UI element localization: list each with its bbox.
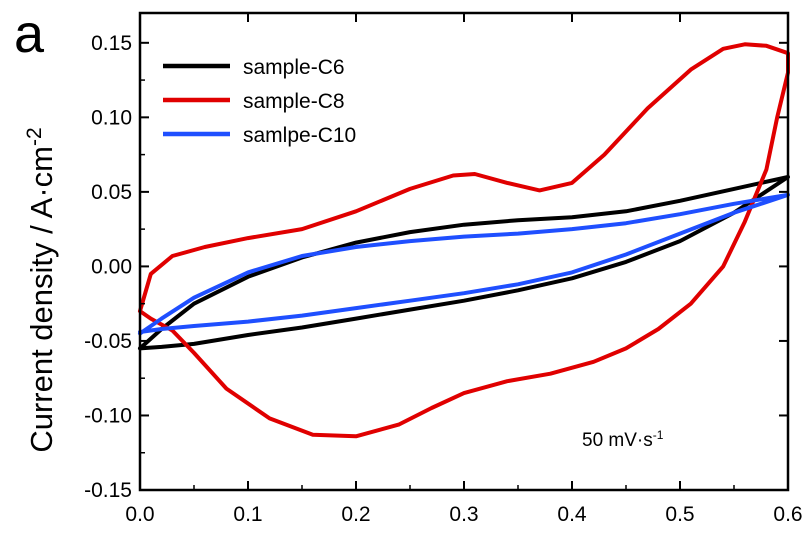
y-tick-label: 0.10 <box>91 106 132 129</box>
x-tick-label: 0.6 <box>773 503 802 526</box>
x-tick-label: 0.4 <box>557 503 587 526</box>
series-line-sample-C8 <box>138 42 790 439</box>
x-tick-label: 0.2 <box>341 503 370 526</box>
y-tick-label: 0.00 <box>91 255 132 278</box>
panel-label: a <box>14 4 45 64</box>
y-axis-title-group: Current density / A·cm-2 <box>23 127 60 452</box>
y-axis-title-superscript: -2 <box>23 127 46 146</box>
x-tick-label: 0.3 <box>449 503 478 526</box>
y-axis-title: Current density / A·cm-2 <box>23 127 60 452</box>
axes-layer: 0.0 0.1 0.2 0.3 0.4 0.5 0.6 -0.15 -0.10 -0.05 0.00… <box>84 11 803 526</box>
legend-label-sample-C6: sample-C6 <box>243 56 345 79</box>
y-tick-label: 0.15 <box>91 32 132 55</box>
legend-label-samlpe-C10: samlpe-C10 <box>243 124 356 147</box>
y-tick-label: 0.05 <box>91 181 132 204</box>
series-line-samlpe-C10 <box>138 192 790 336</box>
legend-label-sample-C8: sample-C8 <box>243 90 345 113</box>
x-tick-label: 0.1 <box>233 503 262 526</box>
series-layer <box>138 42 790 439</box>
y-tick-label: -0.05 <box>84 330 132 353</box>
y-tick-label: -0.10 <box>84 404 132 427</box>
y-axis-title-text: Current density / A·cm <box>24 146 59 453</box>
scan-rate-text: 50 mV·s <box>582 430 653 451</box>
scan-rate-annotation: 50 mV·s-1 <box>582 428 664 451</box>
plot-frame <box>138 11 790 492</box>
x-tick-label: 0.0 <box>125 503 154 526</box>
x-tick-label: 0.5 <box>665 503 694 526</box>
scan-rate-superscript: -1 <box>653 428 664 442</box>
y-tick-label: -0.15 <box>84 479 132 502</box>
legend: sample-C6 sample-C8 samlpe-C10 <box>163 56 356 147</box>
